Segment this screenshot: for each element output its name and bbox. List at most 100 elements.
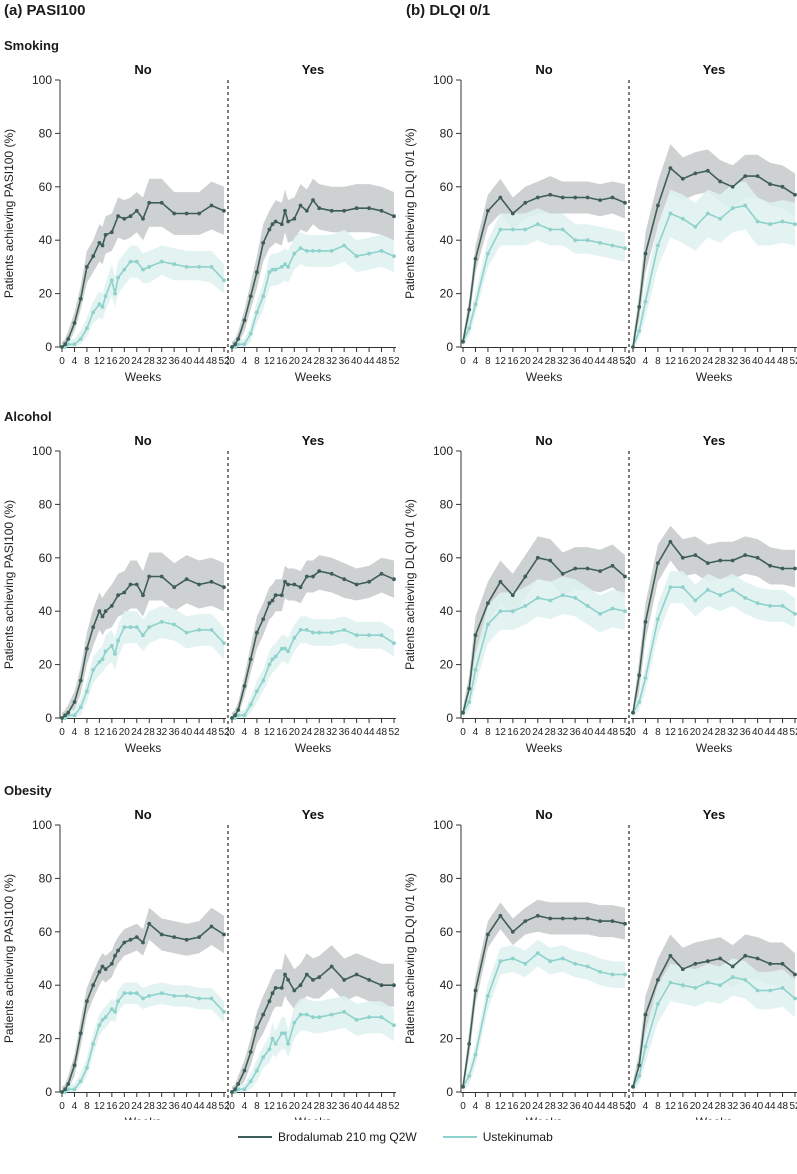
y-tick-label: 0 [45,711,52,725]
x-tick-label: 32 [557,727,569,738]
data-point-ustekinumab [329,630,334,635]
x-tick-label: 8 [655,1101,661,1112]
data-point-ustekinumab [585,964,590,969]
data-point-brodalumab [311,574,315,579]
x-tick-label: 8 [84,1101,90,1112]
series-line-brodalumab [231,570,395,719]
data-point-ustekinumab [184,994,189,998]
data-point-brodalumab [209,924,214,929]
x-tick-label: 40 [351,356,363,367]
data-point-ustekinumab [236,1087,241,1092]
x-tick-label: 12 [94,356,106,367]
data-point-ustekinumab [573,961,578,966]
data-point-brodalumab [510,929,515,934]
x-tick-label: 4 [242,727,248,738]
data-point-brodalumab [573,195,578,200]
data-point-brodalumab [560,571,565,576]
x-tick-label: 28 [144,1101,156,1112]
data-point-brodalumab [473,257,478,261]
ci-band-brodalumab [463,536,625,718]
data-point-brodalumab [755,555,760,560]
y-tick-label: 40 [440,604,454,618]
data-point-ustekinumab [270,657,275,662]
header-pasi100: (a) PASI100 [4,2,86,19]
y-tick-label: 40 [39,978,53,992]
data-point-brodalumab [467,686,472,691]
data-point-brodalumab [116,948,120,953]
x-tick-label: 28 [144,727,156,738]
data-point-brodalumab [109,961,114,966]
data-point-ustekinumab [637,329,642,333]
data-point-brodalumab [643,620,648,624]
data-point-brodalumab [91,983,96,988]
data-point-ustekinumab [261,678,266,683]
data-point-brodalumab [63,713,67,718]
data-point-ustekinumab [311,1015,315,1020]
x-tick-label: 40 [181,356,193,367]
x-tick-label: 8 [485,727,491,738]
data-point-ustekinumab [222,641,226,646]
data-point-ustekinumab [122,991,127,996]
ci-band-brodalumab [463,176,625,347]
x-tick-label: 32 [156,356,168,367]
data-point-brodalumab [623,921,627,926]
x-tick-label: 44 [364,1101,376,1112]
y-axis-label: Patients achieving DLQI 0/1 (%) [403,499,417,670]
data-point-ustekinumab [283,262,287,267]
data-point-ustekinumab [91,310,96,315]
data-point-brodalumab [248,1050,253,1054]
data-point-ustekinumab [72,713,77,718]
data-point-brodalumab [236,708,241,712]
data-point-brodalumab [128,214,133,219]
data-point-brodalumab [342,208,347,213]
x-tick-label: 24 [532,356,544,367]
data-point-ustekinumab [793,222,797,227]
header-dlqi: (b) DLQI 0/1 [406,2,491,19]
data-point-ustekinumab [755,601,760,606]
data-point-ustekinumab [172,622,177,627]
data-point-ustekinumab [768,988,772,993]
data-point-ustekinumab [623,609,627,614]
data-point-brodalumab [60,716,64,720]
row-label-alcohol: Alcohol [4,409,52,424]
x-tick-label: 40 [752,1101,764,1112]
x-tick-label: 28 [715,727,727,738]
data-point-brodalumab [122,940,127,945]
series-line-ustekinumab [232,629,395,719]
data-point-brodalumab [222,208,226,213]
data-point-ustekinumab [705,211,710,216]
data-point-brodalumab [668,953,673,958]
x-tick-label: 28 [545,727,557,738]
data-point-brodalumab [598,198,602,203]
data-point-ustekinumab [610,972,615,977]
x-tick-label: 16 [106,1101,118,1112]
data-point-brodalumab [78,1031,83,1036]
y-tick-label: 60 [440,180,454,194]
data-point-brodalumab [705,168,710,173]
data-point-brodalumab [631,710,635,715]
x-tick-label: 16 [276,727,288,738]
ci-band-brodalumab [232,178,394,347]
data-point-brodalumab [66,337,71,341]
data-point-brodalumab [610,195,615,200]
data-point-ustekinumab [184,630,189,635]
x-tick-label: 32 [557,1101,569,1112]
data-point-brodalumab [141,216,145,221]
data-point-brodalumab [379,208,384,213]
data-point-ustekinumab [255,1068,259,1073]
x-tick-label: 4 [473,356,479,367]
data-point-ustekinumab [354,254,359,259]
data-point-ustekinumab [286,649,290,654]
data-point-ustekinumab [535,222,540,227]
data-point-brodalumab [780,566,785,571]
x-tick-label: 16 [507,727,519,738]
x-tick-label: 52 [789,727,797,738]
data-point-ustekinumab [128,259,133,264]
data-point-brodalumab [60,1090,64,1094]
data-point-brodalumab [255,1026,259,1030]
